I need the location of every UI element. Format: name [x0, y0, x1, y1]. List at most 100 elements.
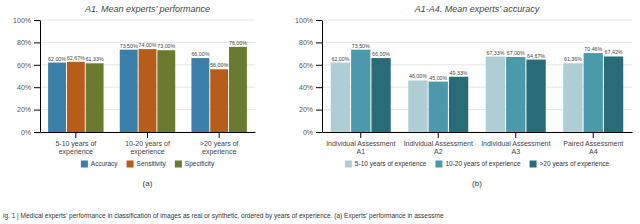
x-tick: Individual AssessmentA3: [481, 132, 550, 155]
tick-mark: [316, 20, 322, 21]
data-label: 67,00%: [507, 50, 525, 56]
legend-item: Sensitivity: [127, 160, 167, 168]
y-tick: 0%: [303, 129, 322, 136]
data-label: 67,33%: [486, 50, 504, 56]
bars: [331, 50, 623, 132]
tick-mark: [316, 42, 322, 43]
tick-label: Individual AssessmentA1: [326, 140, 395, 155]
data-label: 46,00%: [409, 73, 427, 79]
y-tick: 0%: [21, 129, 40, 136]
bar-series: [48, 50, 209, 132]
bar: [157, 50, 175, 132]
legend-label: Accuracy: [91, 160, 118, 168]
grid: [40, 20, 255, 132]
data-label: 76,00%: [229, 40, 247, 46]
chart-panel: 62,00%73,50%66,00%62,67%74,00%56,00%61,3…: [13, 4, 255, 188]
legend: AccuracySensitivitySpecificity: [81, 160, 215, 168]
data-label: 61,36%: [564, 56, 582, 62]
legend-label: >20 years of experience: [540, 160, 610, 168]
bar-series: [351, 50, 603, 132]
tick-mark: [316, 87, 322, 88]
tick-label: 60%: [17, 62, 31, 69]
tick-label-line: Paired Assessment: [563, 140, 623, 147]
data-label: 62,67%: [67, 55, 85, 61]
bar: [526, 60, 545, 132]
tick-mark: [75, 132, 76, 138]
figure: 62,00%73,50%66,00%62,67%74,00%56,00%61,3…: [0, 0, 640, 224]
x-tick: 5-10 years ofexperience: [55, 132, 96, 156]
tick-label-line: A4: [589, 148, 598, 155]
tick-mark: [438, 132, 439, 138]
axis-line: [322, 21, 323, 133]
tick-label-line: A1: [356, 148, 365, 155]
y-tick: 100%: [295, 17, 322, 24]
x-tick: Paired AssessmentA4: [563, 132, 623, 155]
tick-mark: [34, 110, 40, 111]
tick-label-line: Individual Assessment: [481, 140, 550, 147]
tick-mark: [316, 132, 322, 133]
data-label: 62,00%: [331, 56, 349, 62]
x-tick: >20 years ofexperience: [200, 132, 239, 156]
bar-series: [371, 56, 623, 132]
tick-label: 80%: [299, 39, 313, 46]
data-label: 67,42%: [605, 49, 623, 55]
chart-title: A1-A4. Mean experts’ accuracy: [414, 4, 540, 14]
legend-label: Sensitivity: [137, 160, 167, 168]
bar: [229, 47, 247, 132]
legend-swatch: [435, 161, 442, 168]
tick-mark: [34, 42, 40, 43]
tick-label-line: experience: [130, 148, 164, 156]
bar: [67, 62, 85, 132]
tick-label-line: Individual Assessment: [404, 140, 473, 147]
x-tick: 10-20 years ofexperience: [125, 132, 170, 156]
axis-line: [323, 132, 633, 133]
bar: [371, 58, 390, 132]
data-label: 64,67%: [527, 53, 545, 59]
bar-series: [67, 49, 228, 132]
bar: [604, 56, 623, 132]
tick-mark: [360, 132, 361, 138]
x-axis-label: (b): [472, 179, 482, 188]
x-axis-label: (a): [143, 179, 153, 188]
tick-label-line: experience: [59, 148, 93, 156]
data-labels: 62,00%73,50%66,00%62,67%74,00%56,00%61,3…: [48, 40, 247, 68]
y-axis: 0%20%40%60%80%100%: [295, 17, 322, 136]
x-axis: Individual AssessmentA1Individual Assess…: [323, 132, 633, 155]
bar: [429, 82, 448, 132]
legend-swatch: [81, 161, 88, 168]
grid-line: [40, 20, 255, 21]
tick-label: Individual AssessmentA2: [404, 140, 473, 155]
legend-item: Accuracy: [81, 160, 118, 168]
tick-mark: [34, 65, 40, 66]
tick-label: 80%: [17, 39, 31, 46]
y-tick: 80%: [299, 39, 322, 46]
tick-label-line: A3: [511, 148, 520, 155]
tick-mark: [316, 110, 322, 111]
tick-mark: [593, 132, 594, 138]
bar: [210, 69, 228, 132]
bar: [331, 63, 350, 132]
bar: [86, 63, 104, 132]
chart-title: A1. Mean experts’ performance: [84, 4, 210, 14]
y-tick: 20%: [299, 106, 322, 113]
tick-label: 0%: [21, 129, 31, 136]
legend-item: >20 years of experience: [530, 160, 610, 168]
tick-label-line: Individual Assessment: [326, 140, 395, 147]
tick-label-line: experience: [202, 148, 236, 156]
data-label: 73,50%: [120, 43, 138, 49]
legend-swatch: [175, 161, 182, 168]
bar: [486, 57, 505, 132]
caption: ig. 1 | Medical experts’ performance in …: [3, 212, 444, 220]
x-tick: Individual AssessmentA2: [404, 132, 473, 155]
data-label: 74,00%: [139, 42, 157, 48]
bars: [48, 47, 247, 132]
bar: [48, 63, 66, 132]
legend-swatch: [345, 161, 352, 168]
data-label: 70,46%: [584, 46, 602, 52]
tick-label: 20%: [17, 106, 31, 113]
axis-line: [40, 21, 41, 133]
tick-label: Individual AssessmentA3: [481, 140, 550, 155]
tick-label: 40%: [299, 84, 313, 91]
tick-mark: [34, 132, 40, 133]
data-label: 62,00%: [48, 56, 66, 62]
